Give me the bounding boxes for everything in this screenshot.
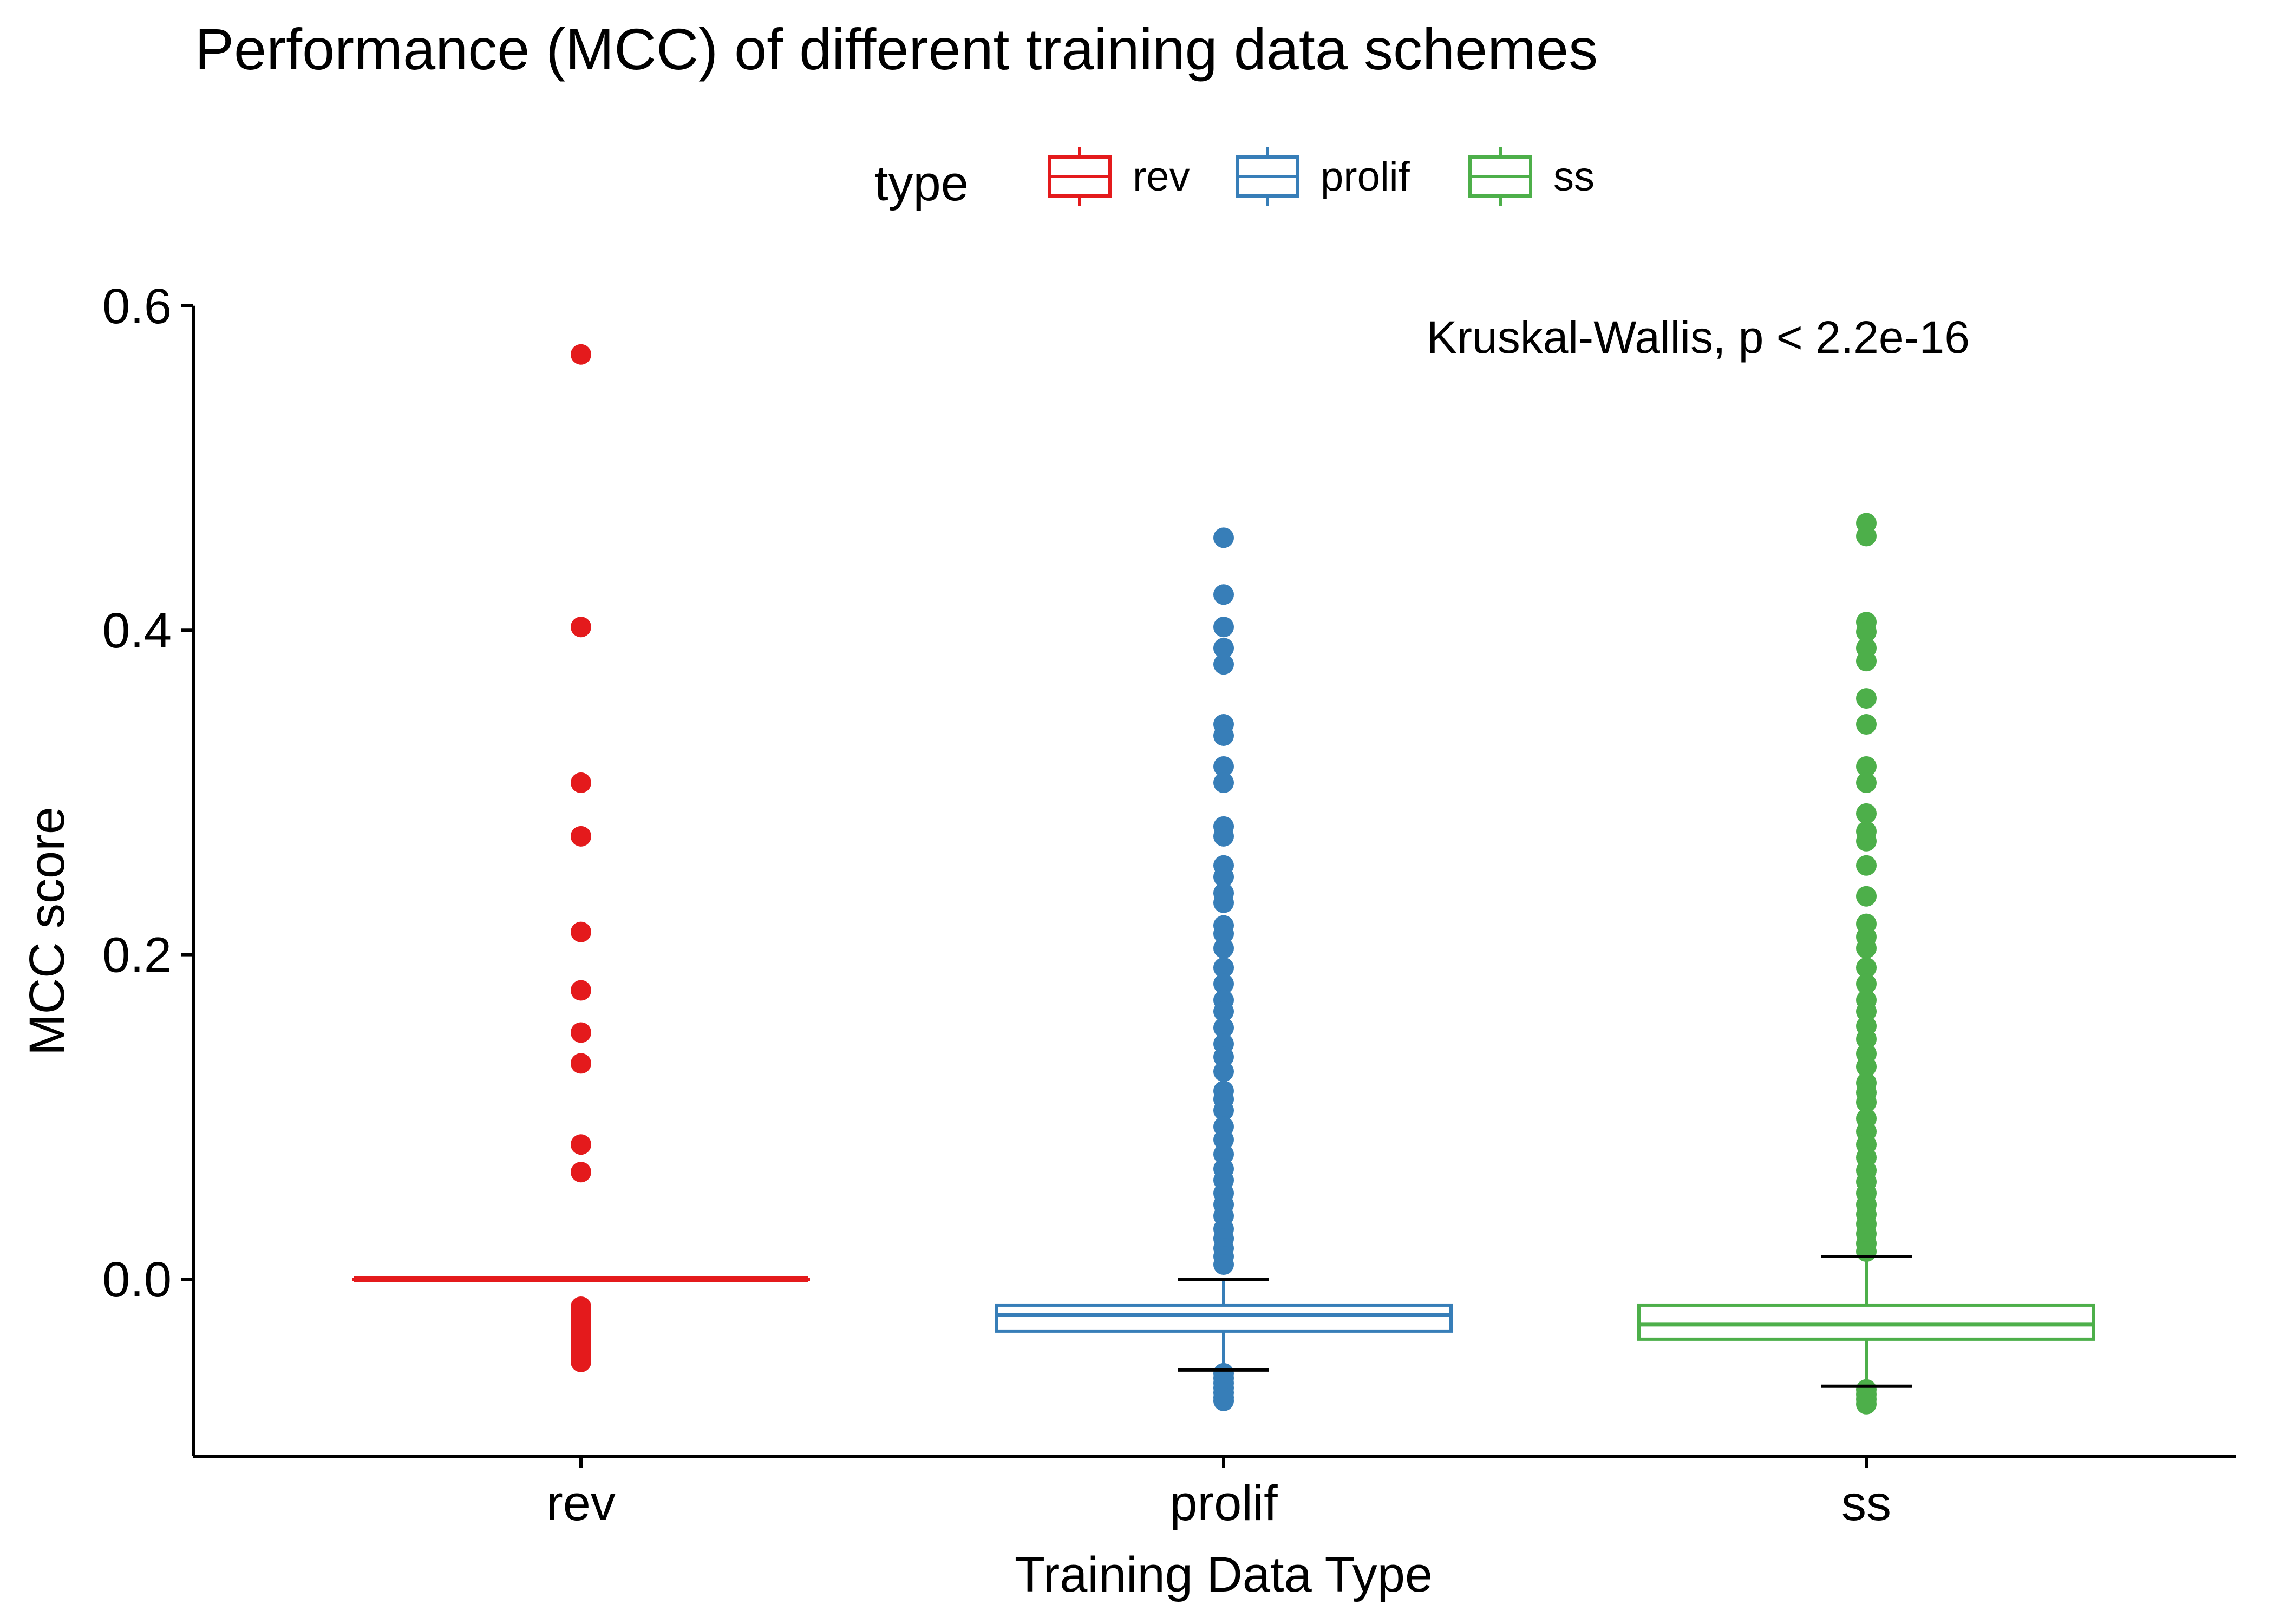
outlier-point (1213, 654, 1234, 675)
outlier-point (1856, 1056, 1877, 1077)
outlier-point (1213, 957, 1234, 978)
outlier-point (1856, 830, 1877, 852)
outlier-point (1856, 1092, 1877, 1113)
legend-label-prolif: prolif (1321, 154, 1410, 200)
legend-title: type (874, 156, 969, 211)
y-tick-label: 0.0 (102, 1252, 172, 1307)
legend-label-rev: rev (1133, 154, 1190, 200)
y-tick-label: 0.2 (102, 928, 172, 983)
outlier-point (1213, 638, 1234, 659)
outlier-point (1856, 1001, 1877, 1022)
y-axis: 0.0 0.2 0.4 0.6 (102, 279, 195, 1456)
outlier-point (1856, 772, 1877, 793)
outlier-point (1213, 1144, 1234, 1165)
outlier-point (571, 1053, 591, 1074)
outlier-point (571, 1351, 591, 1372)
outlier-point (571, 921, 591, 942)
outlier-point (1856, 756, 1877, 777)
outlier-point (1213, 1390, 1234, 1411)
outlier-point (1856, 938, 1877, 959)
boxplot-rev (352, 344, 810, 1372)
outlier-point (1856, 1241, 1877, 1262)
outlier-point (1213, 826, 1234, 847)
boxplot-prolif (995, 527, 1453, 1411)
outlier-point (1856, 714, 1877, 735)
outlier-point (571, 1134, 591, 1155)
outlier-point (1856, 651, 1877, 672)
box (995, 1303, 1453, 1333)
outlier-point (1856, 973, 1877, 994)
boxplot-ss (1637, 513, 2095, 1415)
x-axis: rev prolif ss (193, 1455, 2236, 1531)
outlier-point (1213, 923, 1234, 944)
y-axis-title: MCC score (19, 807, 75, 1056)
outlier-point (571, 772, 591, 793)
outlier-point (1856, 803, 1877, 824)
y-tick-label: 0.6 (102, 279, 172, 334)
outlier-point (571, 344, 591, 365)
legend-item-prolif: prolif (1236, 147, 1410, 206)
outlier-point (1213, 938, 1234, 959)
outlier-point (1213, 527, 1234, 548)
plot-area (352, 344, 2095, 1415)
outlier-point (1213, 584, 1234, 605)
legend-item-ss: ss (1468, 147, 1595, 206)
outlier-point (571, 617, 591, 638)
outlier-point (1213, 892, 1234, 913)
outlier-point (1213, 1017, 1234, 1038)
x-tick-label: ss (1841, 1476, 1891, 1531)
x-tick-label: rev (546, 1476, 616, 1531)
outlier-point (1213, 1254, 1234, 1275)
outlier-point (1856, 1393, 1877, 1415)
outlier-point (1213, 1061, 1234, 1082)
outlier-point (1856, 957, 1877, 978)
outlier-point (1213, 756, 1234, 777)
outlier-point (1213, 725, 1234, 746)
kruskal-wallis-annotation: Kruskal-Wallis, p < 2.2e-16 (1427, 312, 1970, 363)
outlier-point (1213, 1129, 1234, 1150)
chart-title: Performance (MCC) of different training … (195, 16, 1598, 82)
outlier-point (1856, 526, 1877, 547)
outlier-point (571, 1022, 591, 1043)
legend-item-rev: rev (1048, 147, 1190, 206)
outlier-point (1213, 1001, 1234, 1022)
outlier-point (571, 826, 591, 847)
outlier-point (1213, 1046, 1234, 1068)
legend: type rev prolif ss (874, 147, 1595, 211)
outlier-point (1213, 1100, 1234, 1121)
outlier-point (1856, 855, 1877, 876)
x-axis-title: Training Data Type (1015, 1547, 1433, 1602)
legend-label-ss: ss (1553, 154, 1595, 200)
outlier-point (1856, 1029, 1877, 1050)
outlier-point (1213, 617, 1234, 638)
x-tick-label: prolif (1169, 1476, 1278, 1531)
y-tick-label: 0.4 (102, 603, 172, 658)
outlier-point (571, 1162, 591, 1183)
outlier-point (1213, 973, 1234, 994)
outlier-point (1213, 772, 1234, 793)
outlier-point (1213, 866, 1234, 887)
box (1637, 1303, 2095, 1341)
outlier-point (571, 980, 591, 1001)
outlier-point (1856, 886, 1877, 907)
outlier-point (1856, 688, 1877, 709)
outlier-point (1856, 621, 1877, 643)
